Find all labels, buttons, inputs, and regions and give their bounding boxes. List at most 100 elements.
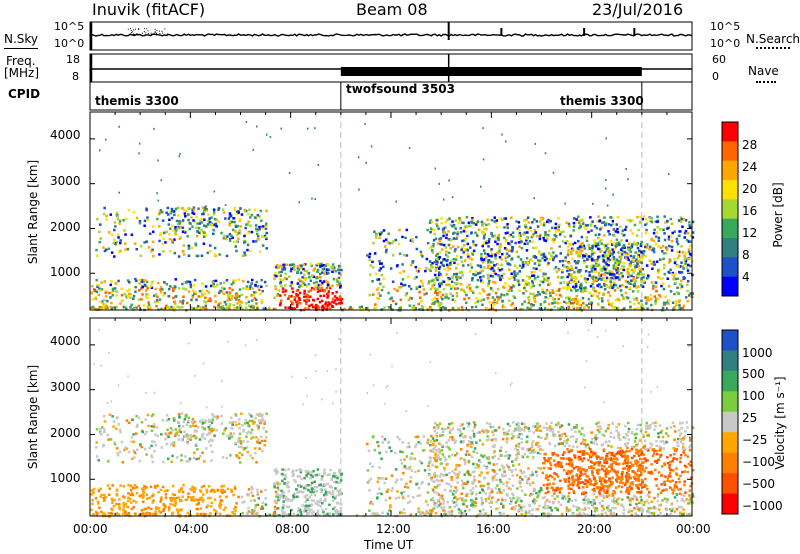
velocity-cell [213,508,216,512]
velocity-cell [657,458,660,461]
velocity-cell [158,510,161,513]
power-cell [159,209,163,212]
power-cell [310,303,313,307]
power-cell [315,264,319,267]
power-cell [387,306,391,309]
power-cell [158,225,161,228]
velocity-cell [502,482,505,486]
power-cell [173,228,177,231]
velocity-cell [150,414,154,418]
power-cell [445,292,448,296]
velocity-cell [604,430,608,433]
velocity-cell [285,505,289,508]
power-cell [450,259,453,263]
velocity-cell [273,469,276,472]
power-cell [338,296,341,299]
velocity-cell [495,507,498,511]
power-cell [633,269,636,272]
power-cell [438,285,441,288]
power-cell [280,279,283,282]
power-cell [567,261,571,265]
power-cell [152,230,155,234]
power-cell [120,287,123,290]
power-cell [681,250,685,254]
power-cell [515,278,518,282]
power-cell [558,301,561,305]
power-cell [245,223,248,226]
power-cell [671,273,674,276]
velocity-cell [106,484,110,487]
power-cell [567,273,571,276]
power-cell [418,267,421,270]
velocity-cell [371,503,375,506]
velocity-cell [284,495,288,499]
power-cell [455,275,458,279]
power-cell [231,228,235,232]
power-cell [158,253,161,256]
power-cell [327,268,331,271]
power-cell [479,265,483,269]
velocity-cell [287,468,290,471]
power-cell [654,281,658,284]
velocity-cell [249,454,252,457]
velocity-cell [378,466,381,469]
power-cell [333,295,337,298]
power-cell [467,296,471,300]
velocity-cell [433,471,436,475]
power-cell [577,269,580,272]
velocity-cell [334,487,337,490]
power-cell [241,307,244,311]
velocity-cell [310,503,314,506]
power-cell [162,294,165,297]
power-cell [181,219,185,222]
velocity-cell [331,495,335,499]
power-cell [580,282,583,286]
velocity-cell [467,459,471,463]
power-cell [246,280,250,284]
power-cell [331,270,334,273]
power-cell [487,241,490,244]
velocity-cell [251,494,255,497]
power-cell [565,240,569,243]
power-cell [619,284,622,288]
power-cell [145,280,149,284]
power-speckle [408,147,411,150]
velocity-cell [191,417,195,421]
velocity-cell [686,470,689,474]
power-cell [629,261,632,265]
power-cell [629,264,632,267]
velocity-cell [320,490,323,493]
power-cell [679,283,683,286]
power-cell [489,287,493,290]
power-cell [544,233,547,236]
power-cell [500,258,503,261]
velocity-cell [251,456,254,460]
power-cell [513,264,517,267]
velocity-cell [522,429,526,432]
power-cell [433,282,436,285]
velocity-cell [329,484,332,488]
power-cell [597,256,600,259]
power-cell [597,271,601,275]
power-cell [305,298,309,302]
power-cell [150,250,153,253]
power-cell [663,215,666,218]
velocity-cell [264,488,267,492]
power-cell [431,266,434,269]
power-cell [226,235,229,238]
power-cell [195,234,199,238]
power-cell [181,282,184,286]
power-cell [457,221,461,225]
power-cell [507,254,511,258]
power-cell [171,209,174,213]
power-cell [377,292,381,295]
power-cell [582,244,586,248]
power-cell [636,307,639,310]
power-cell [564,301,568,305]
velocity-cell [491,496,494,499]
power-cell [574,297,578,301]
power-cell [315,284,318,287]
power-cell [457,282,460,285]
velocity-cell [676,444,680,447]
power-cell [548,229,551,233]
